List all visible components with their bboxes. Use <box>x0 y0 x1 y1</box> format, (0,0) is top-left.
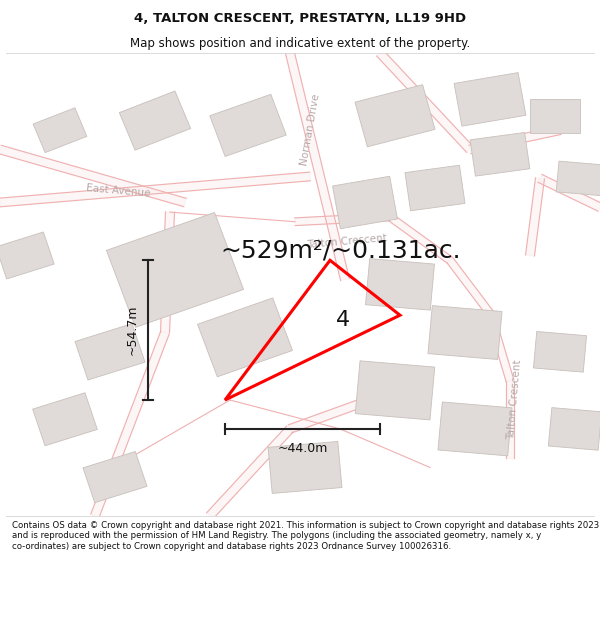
Polygon shape <box>447 258 493 316</box>
Polygon shape <box>428 306 502 359</box>
Polygon shape <box>83 451 147 503</box>
Polygon shape <box>286 52 349 281</box>
Polygon shape <box>161 212 175 332</box>
Text: 4, TALTON CRESCENT, PRESTATYN, LL19 9HD: 4, TALTON CRESCENT, PRESTATYN, LL19 9HD <box>134 12 466 24</box>
Polygon shape <box>388 214 452 263</box>
Polygon shape <box>506 381 514 458</box>
Text: Map shows position and indicative extent of the property.: Map shows position and indicative extent… <box>130 38 470 50</box>
Text: 4: 4 <box>336 311 350 331</box>
Polygon shape <box>75 324 145 380</box>
Polygon shape <box>533 331 587 372</box>
Polygon shape <box>268 441 342 493</box>
Polygon shape <box>454 72 526 126</box>
Polygon shape <box>91 331 169 517</box>
Polygon shape <box>0 146 186 207</box>
Polygon shape <box>32 392 97 446</box>
Polygon shape <box>548 408 600 450</box>
Text: Contains OS data © Crown copyright and database right 2021. This information is : Contains OS data © Crown copyright and d… <box>12 521 599 551</box>
Text: Norman Drive: Norman Drive <box>299 94 321 167</box>
Polygon shape <box>438 402 512 456</box>
Polygon shape <box>295 213 390 226</box>
Polygon shape <box>355 361 435 420</box>
Polygon shape <box>556 161 600 196</box>
Polygon shape <box>210 94 286 156</box>
Polygon shape <box>289 396 371 433</box>
Polygon shape <box>106 213 244 328</box>
Polygon shape <box>469 126 561 154</box>
Polygon shape <box>365 259 434 310</box>
Text: ~529m²/~0.131ac.: ~529m²/~0.131ac. <box>220 239 461 262</box>
Polygon shape <box>538 174 600 211</box>
Text: Talton Crescent: Talton Crescent <box>307 232 388 249</box>
Polygon shape <box>377 50 473 152</box>
Polygon shape <box>119 91 191 150</box>
Text: ~54.7m: ~54.7m <box>125 305 139 356</box>
Text: East Avenue: East Avenue <box>85 183 151 199</box>
Polygon shape <box>206 426 293 519</box>
Polygon shape <box>526 178 544 256</box>
Polygon shape <box>355 85 435 147</box>
Text: ~44.0m: ~44.0m <box>277 442 328 454</box>
Polygon shape <box>0 232 54 279</box>
Polygon shape <box>332 176 397 229</box>
Text: Talton Crescent: Talton Crescent <box>506 359 523 441</box>
Polygon shape <box>197 298 293 377</box>
Polygon shape <box>470 132 530 176</box>
Polygon shape <box>530 99 580 132</box>
Polygon shape <box>0 172 310 207</box>
Polygon shape <box>405 165 465 211</box>
Polygon shape <box>33 107 87 152</box>
Polygon shape <box>486 312 514 382</box>
